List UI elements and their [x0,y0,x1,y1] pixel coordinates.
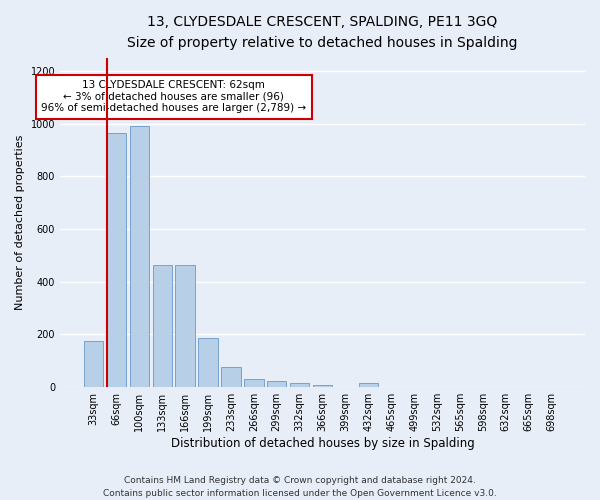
Bar [221,368,241,387]
Bar [130,126,149,387]
Text: 13 CLYDESDALE CRESCENT: 62sqm
← 3% of detached houses are smaller (96)
96% of se: 13 CLYDESDALE CRESCENT: 62sqm ← 3% of de… [41,80,307,114]
Bar [359,384,378,387]
Text: Contains HM Land Registry data © Crown copyright and database right 2024.
Contai: Contains HM Land Registry data © Crown c… [103,476,497,498]
Bar [290,384,310,387]
Bar [267,382,286,387]
X-axis label: Distribution of detached houses by size in Spalding: Distribution of detached houses by size … [170,437,475,450]
Bar [84,341,103,387]
Title: 13, CLYDESDALE CRESCENT, SPALDING, PE11 3GQ
Size of property relative to detache: 13, CLYDESDALE CRESCENT, SPALDING, PE11 … [127,15,518,50]
Y-axis label: Number of detached properties: Number of detached properties [15,135,25,310]
Bar [107,133,126,387]
Bar [313,384,332,387]
Bar [244,380,263,387]
Bar [175,264,195,387]
Bar [152,264,172,387]
Bar [199,338,218,387]
